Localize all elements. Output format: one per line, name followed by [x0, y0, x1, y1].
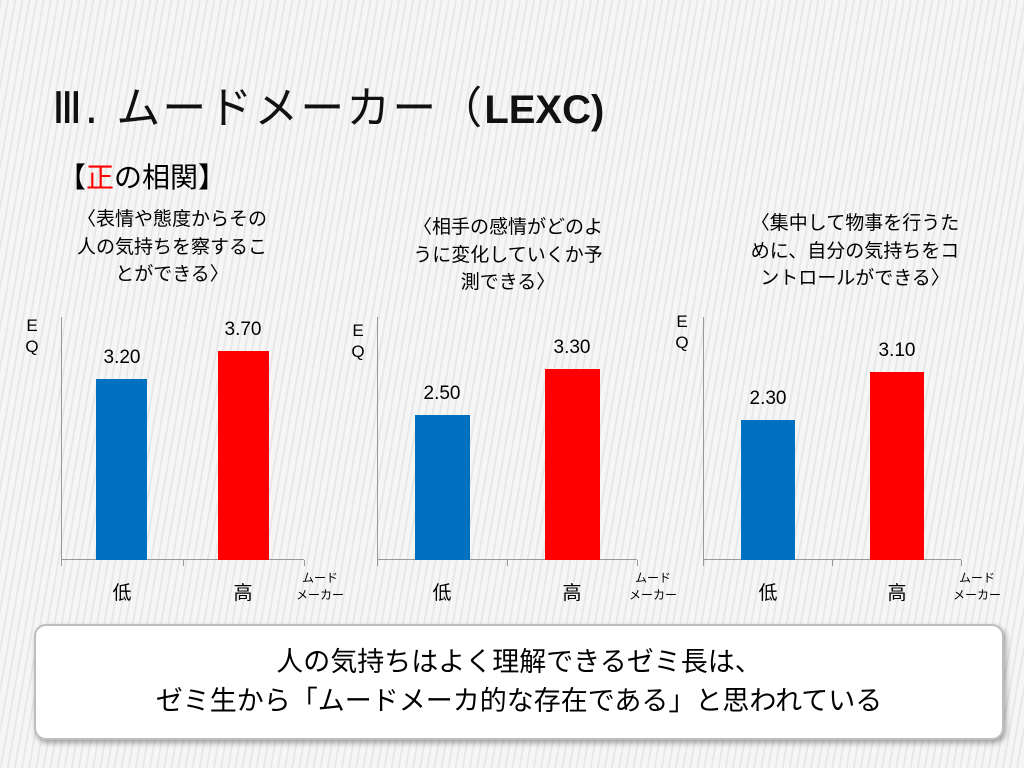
y-axis-label-char: E [676, 312, 688, 331]
x-axis-tick [637, 560, 638, 566]
x-axis-tick [61, 560, 62, 566]
bar-high [870, 372, 924, 560]
x-axis-label: ムード メーカー [280, 570, 360, 605]
correlation-heading: 【正の相関】 [58, 161, 227, 194]
bar-value-label: 3.10 [878, 340, 916, 361]
bar-high [545, 369, 600, 560]
chart-caption-line: 人の気持ちを察するこ [76, 235, 267, 258]
x-axis-label: ムード メーカー [937, 570, 1017, 605]
bar-low [415, 415, 470, 560]
x-axis-line [703, 559, 961, 560]
category-label: 高 [233, 582, 253, 604]
chart-caption-line: ントロールができる〉 [760, 267, 950, 290]
bar-value-label: 2.50 [423, 383, 461, 404]
x-axis-line [377, 559, 637, 560]
chart-caption-line: 〈集中して物事を行うた [750, 212, 960, 234]
x-axis-label-line: ムード [958, 571, 995, 585]
bar-value-label: 2.30 [749, 388, 787, 409]
chart-caption: 〈集中して物事を行うた めに、自分の気持ちをコ ントロールができる〉 [695, 210, 1015, 293]
bar-low [741, 420, 795, 560]
x-axis-tick [961, 560, 962, 566]
positive-highlight: 正 [86, 161, 115, 194]
category-label: 高 [887, 582, 907, 604]
x-axis-tick [507, 560, 508, 566]
chart-caption: 〈表情や態度からその 人の気持ちを察するこ とができる〉 [12, 206, 332, 289]
chart-panel-3: 〈集中して物事を行うた めに、自分の気持ちをコ ントロールができる〉 E Q 2.30 低 3… [674, 210, 1015, 604]
chart-caption-line: めに、自分の気持ちをコ [750, 239, 960, 262]
summary-line-2: ゼミ生から「ムードメーカ的な存在である」と思われている [155, 686, 883, 717]
x-axis-label-line: メーカー [952, 588, 1001, 603]
x-axis-tick [183, 560, 184, 566]
x-axis-label-line: ムード [634, 571, 671, 585]
x-axis-tick [832, 560, 833, 566]
chart-caption-line: うに変化していくか予 [413, 243, 603, 266]
chart-caption-line: 〈表情や態度からその [76, 208, 267, 230]
y-axis-label-char: E [26, 316, 38, 335]
x-axis-label-line: ムード [301, 571, 338, 585]
x-axis-tick [377, 560, 378, 566]
x-axis-tick [304, 560, 305, 566]
x-axis-label-line: メーカー [295, 588, 344, 603]
chart-caption-line: 〈相手の感情がどのよ [412, 216, 603, 238]
bar-value-label: 3.30 [553, 337, 591, 358]
y-axis-label-char: Q [351, 342, 365, 362]
bar-high [218, 351, 269, 560]
plot-area: 2.30 低 3.10 高 ムードメーカー [703, 317, 1001, 604]
bar-value-label: 3.70 [224, 319, 262, 340]
bar-value-label: 3.20 [103, 347, 141, 368]
chart-caption-line: とができる〉 [115, 263, 229, 286]
x-axis-tick [703, 560, 704, 566]
category-label: 低 [758, 582, 778, 604]
summary-callout: 人の気持ちはよく理解できるゼミ長は、 ゼミ生から「ムードメーカ的な存在である」と… [34, 624, 1004, 740]
slide-title-latin: LEXC) [484, 88, 605, 132]
chart-caption-line: 測できる〉 [460, 271, 556, 294]
category-label: 低 [432, 582, 452, 604]
x-axis-label: ムード メーカー [613, 570, 693, 605]
chart-panel-2: 〈相手の感情がどのよ うに変化していくか予 測できる〉 E Q 2.50 低 3.30 高 ムード… [348, 214, 677, 604]
slide-title-text: Ⅲ. ムードメーカー（LEXC) [52, 83, 605, 134]
y-axis-line [703, 317, 704, 560]
plot-area: 3.20 低 3.70 高 ムードメーカー [61, 317, 344, 604]
x-axis-line [61, 559, 304, 560]
y-axis-label-char: Q [675, 333, 689, 353]
x-axis-label-line: メーカー [628, 588, 677, 603]
chart-panel-1: 〈表情や態度からその 人の気持ちを察するこ とができる〉 E Q 3.20 低 3.70 高 ムー… [12, 206, 344, 604]
chart-caption: 〈相手の感情がどのよ うに変化していくか予 測できる〉 [348, 214, 668, 297]
plot-area: 2.50 低 3.30 高 ムードメーカー [377, 317, 677, 604]
category-label: 高 [562, 582, 582, 604]
y-axis-label-char: E [352, 321, 364, 340]
summary-line-1: 人の気持ちはよく理解できるゼミ長は、 [276, 646, 762, 678]
y-axis-label-char: Q [25, 337, 39, 357]
bar-low [96, 379, 147, 560]
y-axis-line [377, 317, 378, 560]
y-axis-line [61, 317, 62, 560]
slide-title: Ⅲ. ムードメーカー（LEXC) [52, 74, 604, 134]
category-label: 低 [112, 582, 132, 604]
